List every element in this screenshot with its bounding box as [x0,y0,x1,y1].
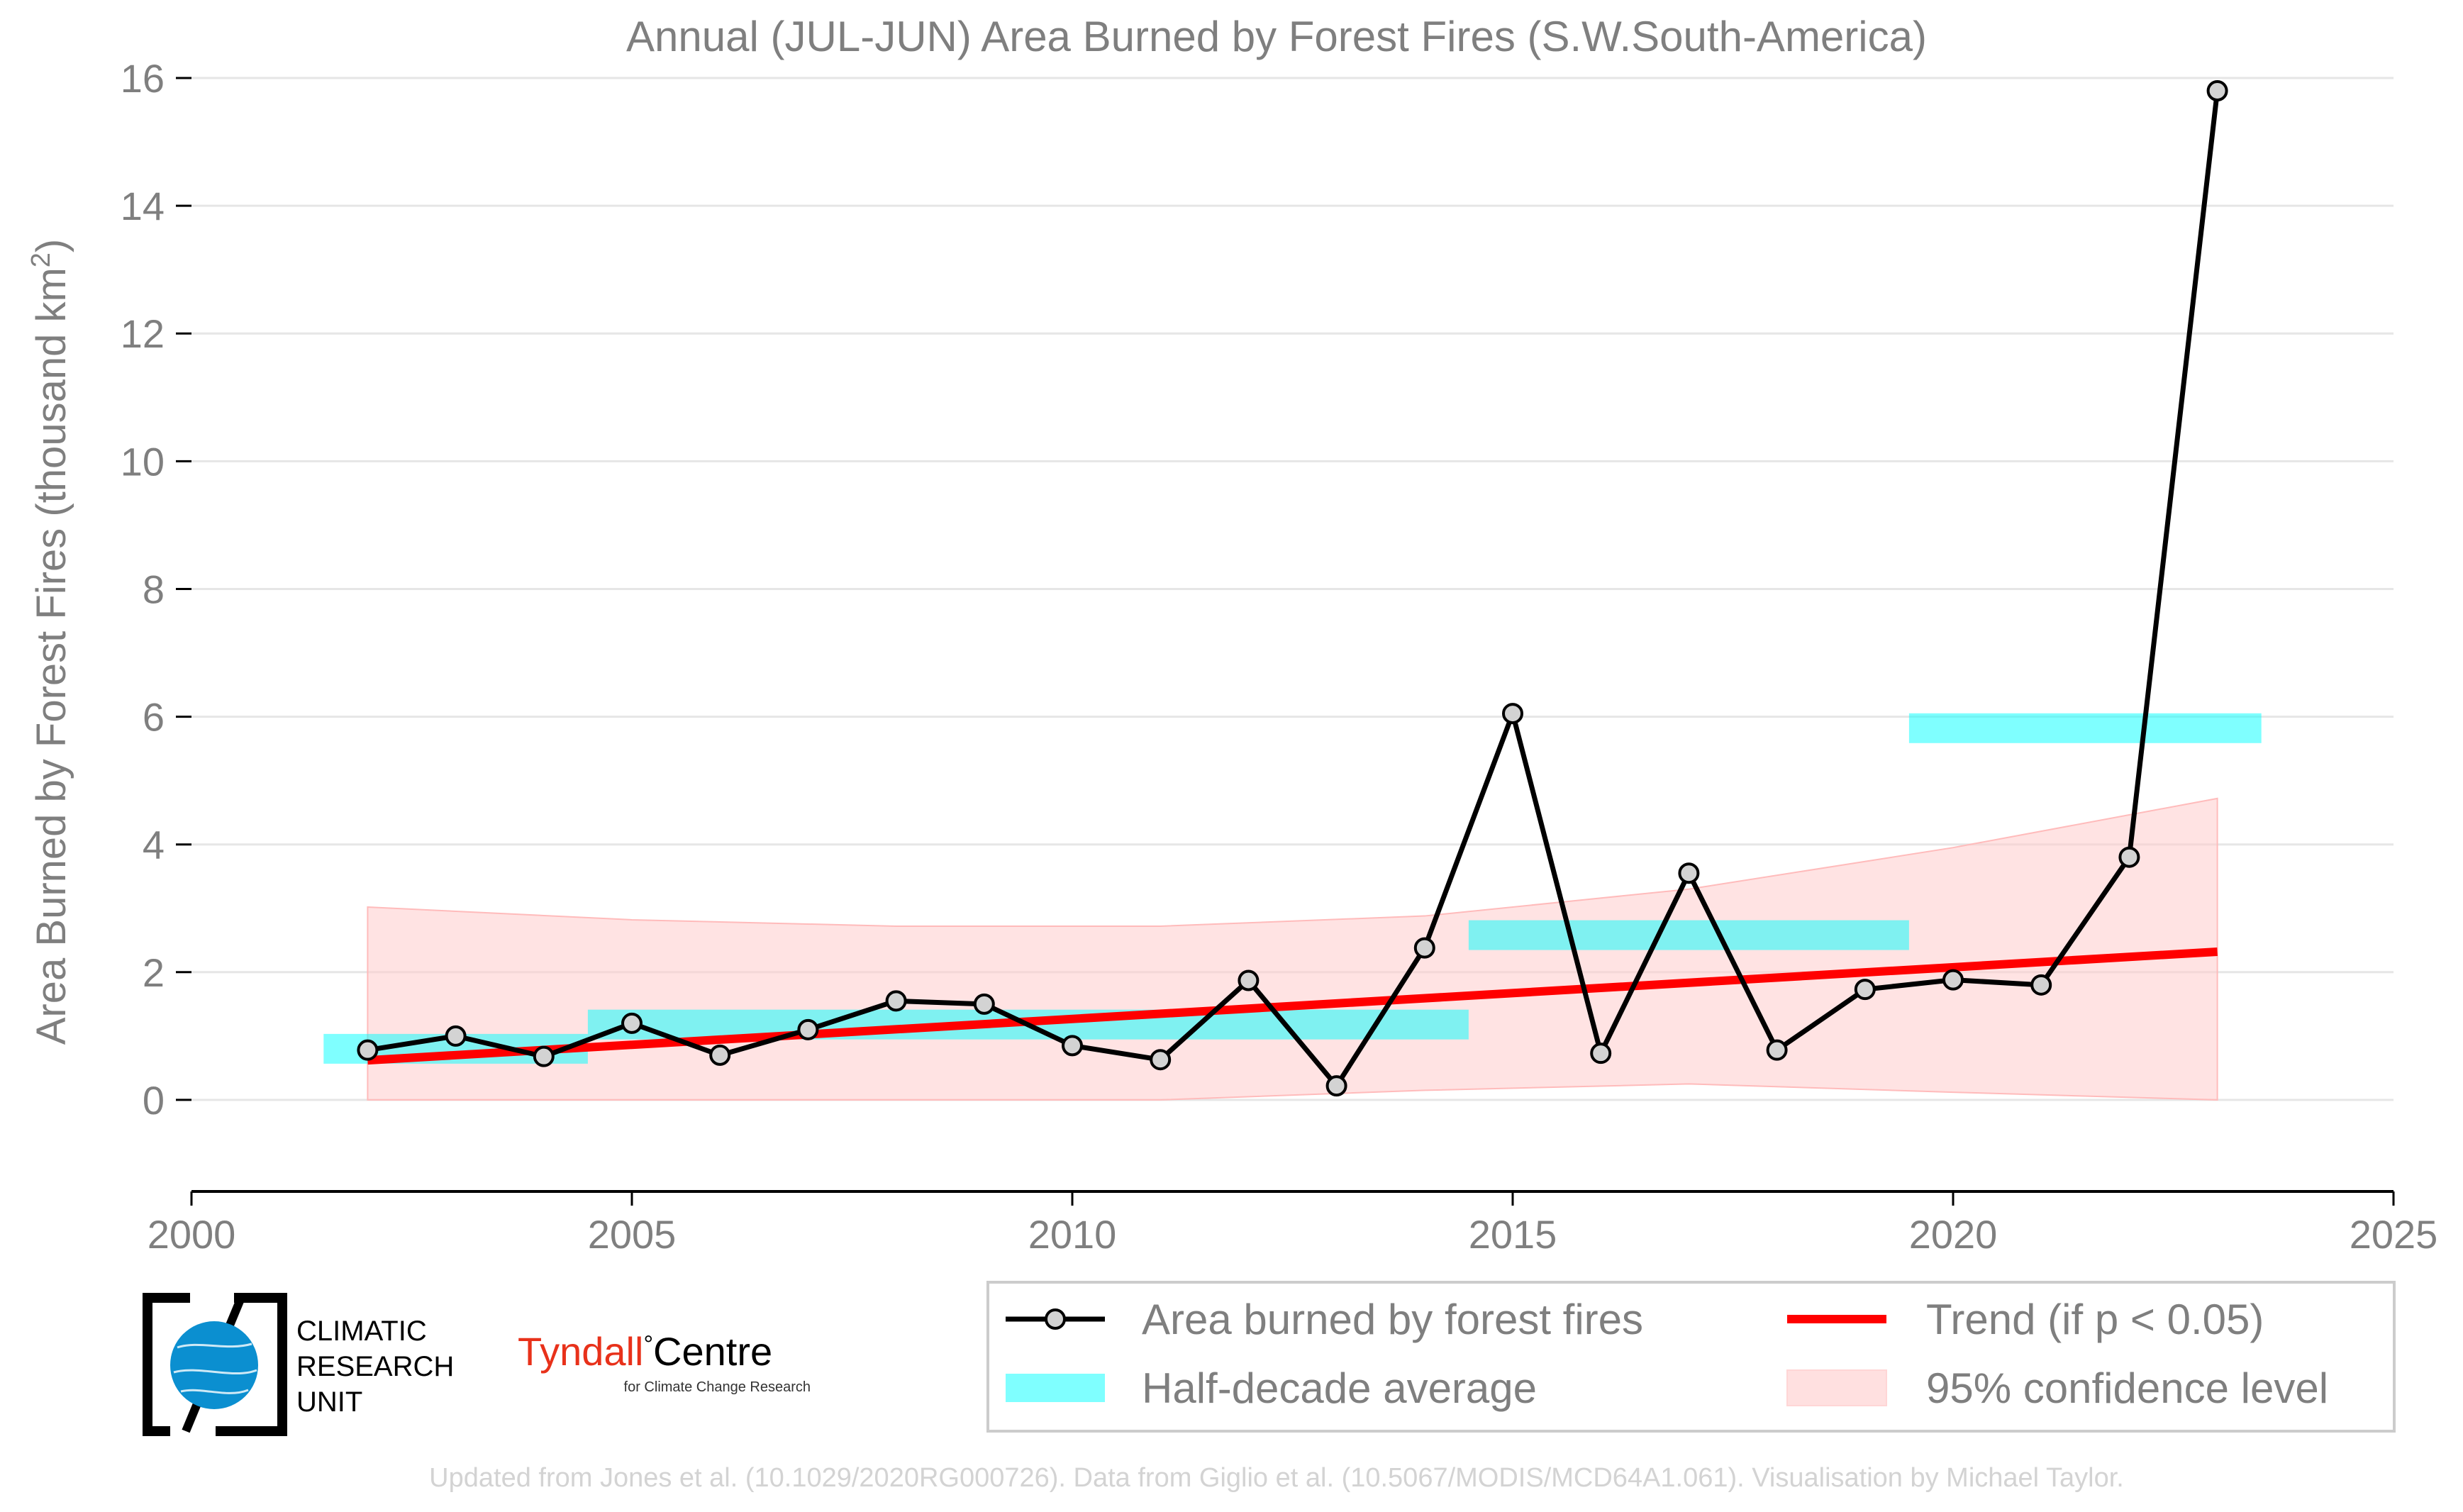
series-group [357,80,2228,1097]
tyndall-name: Tyndall [518,1329,643,1374]
data-point-2019 [1854,979,1876,1001]
cru-text-line3: UNIT [296,1386,362,1418]
data-point-2009 [973,993,995,1015]
y-tick-label-14: 14 [121,184,165,228]
trend-line [367,947,2218,1065]
tyndall-subtitle: for Climate Change Research [624,1379,811,1395]
cru-globe-lines [173,1343,257,1394]
data-point-2013 [1325,1075,1347,1097]
tyndall-logo-text: Tyndall°Centre [518,1329,772,1374]
cru-text-line1: CLIMATIC [296,1316,427,1347]
data-point-2022 [2118,846,2140,868]
data-point-2012 [1238,969,1260,991]
y-tick-label-12: 12 [121,311,165,356]
legend-frame [986,1281,2396,1433]
data-point-2006 [709,1044,731,1066]
trend-line-path [367,947,2218,1065]
x-tick-label-2020: 2020 [1909,1212,1998,1257]
data-point-2023 [2206,80,2228,102]
y-axis-label-main: Area Burned by Forest Fires (thousand km [28,267,74,1045]
half-decade-bar-3 [1908,713,2262,743]
y-tick-label-8: 8 [143,567,165,611]
y-tick-label-6: 6 [143,695,165,740]
legend-series-marker [1045,1308,1066,1330]
y-tick-label-4: 4 [143,823,165,867]
data-point-2005 [621,1012,643,1034]
data-point-2016 [1590,1043,1612,1064]
x-tick-label-2005: 2005 [588,1212,677,1257]
axes: 0 2 4 6 8 10 12 14 16 2000 2005 2010 2015 2020 2025 [121,56,2438,1257]
data-point-2010 [1062,1035,1083,1057]
data-point-2015 [1502,703,1523,725]
x-tick-label-2000: 2000 [148,1212,236,1257]
footer-credit: Updated from Jones et al. (10.1029/2020R… [429,1463,2124,1493]
data-point-2014 [1413,937,1435,959]
data-point-2018 [1766,1039,1788,1061]
cru-text-line2: RESEARCH [296,1351,454,1382]
legend-trend-label: Trend (if p < 0.05) [1926,1296,2264,1343]
cru-logo-bracket-right [216,1293,287,1436]
cru-logo: CLIMATIC RESEARCH UNIT [143,1293,454,1436]
y-tick-label-16: 16 [121,56,165,101]
y-axis-label-superscript: 2 [26,252,56,267]
legend-halfdecade-swatch [1006,1374,1105,1402]
series-line [367,90,2220,1089]
y-axis-label: Area Burned by Forest Fires (thousand km… [26,239,74,1045]
legend: Area burned by forest fires Half-decade … [986,1281,2396,1433]
cru-logo-bracket-left [143,1293,190,1436]
data-point-2003 [445,1025,467,1047]
x-tick-label-2015: 2015 [1469,1212,1557,1257]
y-tick-label-2: 2 [143,950,165,995]
data-point-2002 [357,1039,379,1061]
chart-title: Annual (JUL-JUN) Area Burned by Forest F… [626,13,1927,60]
half-decade-bar-2 [1468,920,1909,950]
y-tick-label-0: 0 [143,1078,165,1123]
tyndall-logo: Tyndall°Centre for Climate Change Resear… [518,1329,811,1395]
tyndall-degree: ° [643,1331,653,1358]
x-tick-label-2010: 2010 [1028,1212,1117,1257]
legend-ci-swatch [1786,1369,1887,1406]
data-point-2020 [1942,969,1964,991]
legend-halfdecade-label: Half-decade average [1142,1364,1537,1412]
data-point-2011 [1150,1049,1172,1071]
data-point-2004 [533,1045,555,1067]
y-tick-label-10: 10 [121,439,165,484]
legend-series-label: Area burned by forest fires [1142,1296,1643,1343]
data-point-2021 [2030,974,2052,996]
data-point-2008 [885,990,907,1012]
y-axis-label-close: ) [28,239,74,252]
x-tick-label-2025: 2025 [2350,1212,2438,1257]
legend-ci-label: 95% confidence level [1926,1364,2328,1412]
data-point-2017 [1678,862,1700,884]
tyndall-centre: Centre [653,1329,772,1374]
cru-globe-icon [170,1321,258,1409]
data-point-2007 [797,1018,819,1040]
